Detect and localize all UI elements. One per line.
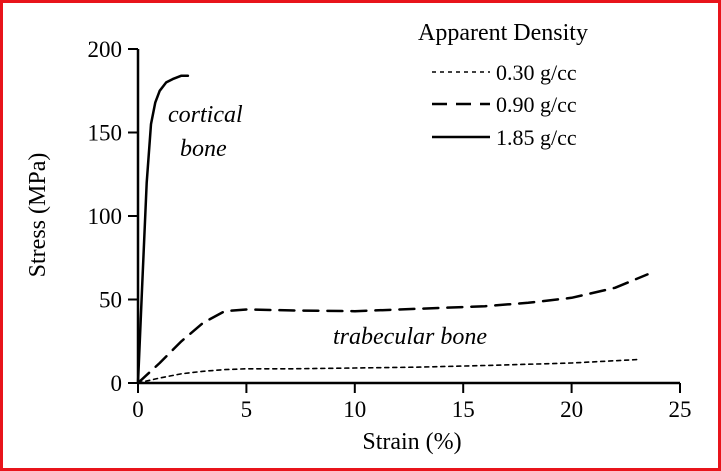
y-tick-label: 200	[88, 37, 123, 62]
legend-title: Apparent Density	[418, 20, 588, 46]
annotation-bone: bone	[180, 136, 227, 162]
x-tick-label: 15	[452, 397, 475, 422]
x-axis-title: Strain (%)	[362, 429, 461, 455]
legend: Apparent Density 0.30 g/cc 0.90 g/cc 1.85 …	[418, 20, 588, 150]
x-tick-label: 10	[343, 397, 366, 422]
legend-label: 0.30 g/cc	[496, 60, 577, 85]
series-line-dotted	[137, 358, 638, 384]
annotation-trabecular-bone: trabecular bone	[333, 324, 487, 350]
ticks: 0 5 10 15 20 25 0 50 100 150 200	[88, 37, 692, 422]
y-tick-label: 150	[88, 121, 123, 146]
y-tick-label: 50	[99, 288, 122, 313]
legend-label: 0.90 g/cc	[496, 92, 577, 117]
legend-label: 1.85 g/cc	[496, 125, 577, 150]
x-tick-label: 5	[241, 397, 253, 422]
series-layer	[136, 74, 649, 385]
annotation-cortical: cortical	[168, 102, 243, 128]
x-tick-label: 0	[132, 397, 144, 422]
x-tick-label: 20	[560, 397, 583, 422]
x-tick-label: 25	[669, 397, 692, 422]
series-line-solid	[136, 74, 190, 385]
y-axis-title: Stress (MPa)	[25, 153, 51, 278]
y-tick-label: 0	[111, 371, 123, 396]
y-tick-label: 100	[88, 204, 123, 229]
